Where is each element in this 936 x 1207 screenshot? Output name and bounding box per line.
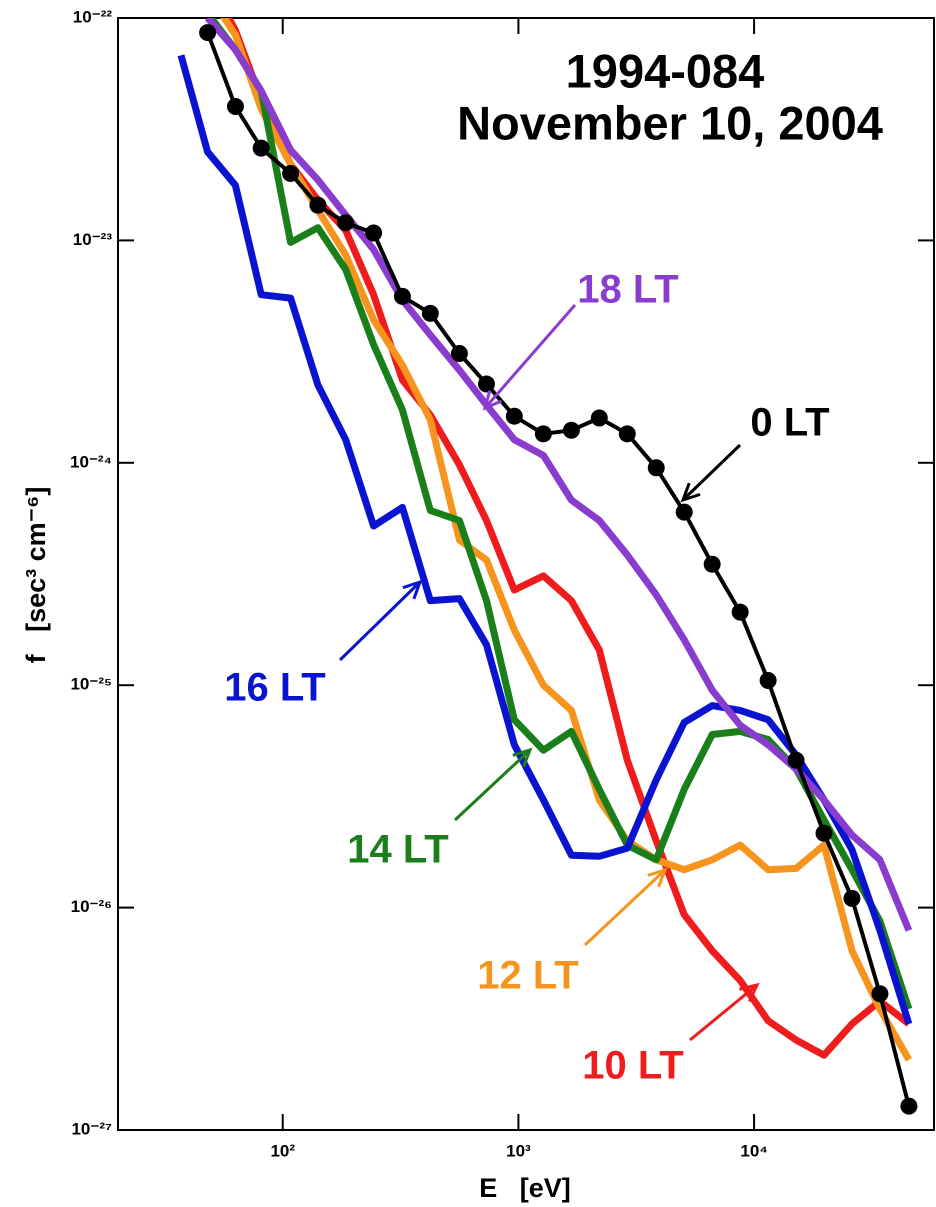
arrow-head [647,867,668,888]
label-arrow [583,868,667,947]
series-marker [450,345,468,363]
series-marker [675,503,693,521]
series-marker [703,555,721,573]
arrow-head [512,747,533,768]
series-line [177,54,913,1025]
series-marker [337,214,355,232]
arrow-head [402,579,423,600]
series-marker [590,409,608,427]
chart-title: 1994-084 [566,44,765,97]
y-axis-label: f [sec³ cm⁻⁶] [21,487,51,664]
series-marker [900,1097,918,1115]
series-label: 16 LT [224,666,326,710]
series-marker [226,98,244,116]
series-line [220,18,912,1062]
x-tick-label: 10⁴ [740,1141,767,1160]
y-tick-label: 10⁻²⁶ [71,897,112,916]
series-marker [282,164,300,182]
label-arrow [681,443,742,502]
series-marker [731,603,749,621]
series-marker [505,407,523,425]
x-tick-label: 10³ [506,1141,531,1160]
series-line [224,18,912,1059]
label-arrow [453,748,532,822]
x-axis-label: E [eV] [479,1173,571,1203]
label-arrow [483,304,577,409]
series-label: 14 LT [347,828,449,872]
series-marker [421,304,439,322]
series-label: 0 LT [750,401,829,445]
series-marker [759,671,777,689]
series-marker [393,287,411,305]
series-marker [618,425,636,443]
plot-frame [117,17,935,1131]
chart-subtitle: November 10, 2004 [457,96,883,149]
arrow-head [739,982,760,1002]
y-tick-label: 10⁻²⁵ [70,675,112,694]
x-tick-label: 10² [270,1141,295,1160]
series-marker [787,751,805,769]
series-marker [647,459,665,477]
series-marker [309,196,327,214]
series-label: 10 LT [582,1044,684,1088]
series-marker [477,375,495,393]
y-tick-label: 10⁻²³ [73,230,113,249]
y-tick-label: 10⁻²⁴ [70,452,112,471]
series-marker [534,425,552,443]
series-marker [252,139,270,157]
label-arrow [689,983,758,1042]
arrow-head [680,482,701,503]
series-label: 18 LT [577,268,679,312]
series-layer [177,18,918,1115]
y-tick-label: 10⁻²⁷ [71,1119,112,1138]
series-marker [365,224,383,242]
series-label: 12 LT [477,954,579,998]
series-line [204,18,913,932]
series-marker [815,824,833,842]
series-marker [843,889,861,907]
series-marker [562,421,580,439]
arrow-head [482,390,503,411]
series-marker [199,24,217,42]
series-marker [871,985,889,1003]
y-tick-label: 10⁻²² [73,7,113,26]
label-arrow [338,580,422,662]
